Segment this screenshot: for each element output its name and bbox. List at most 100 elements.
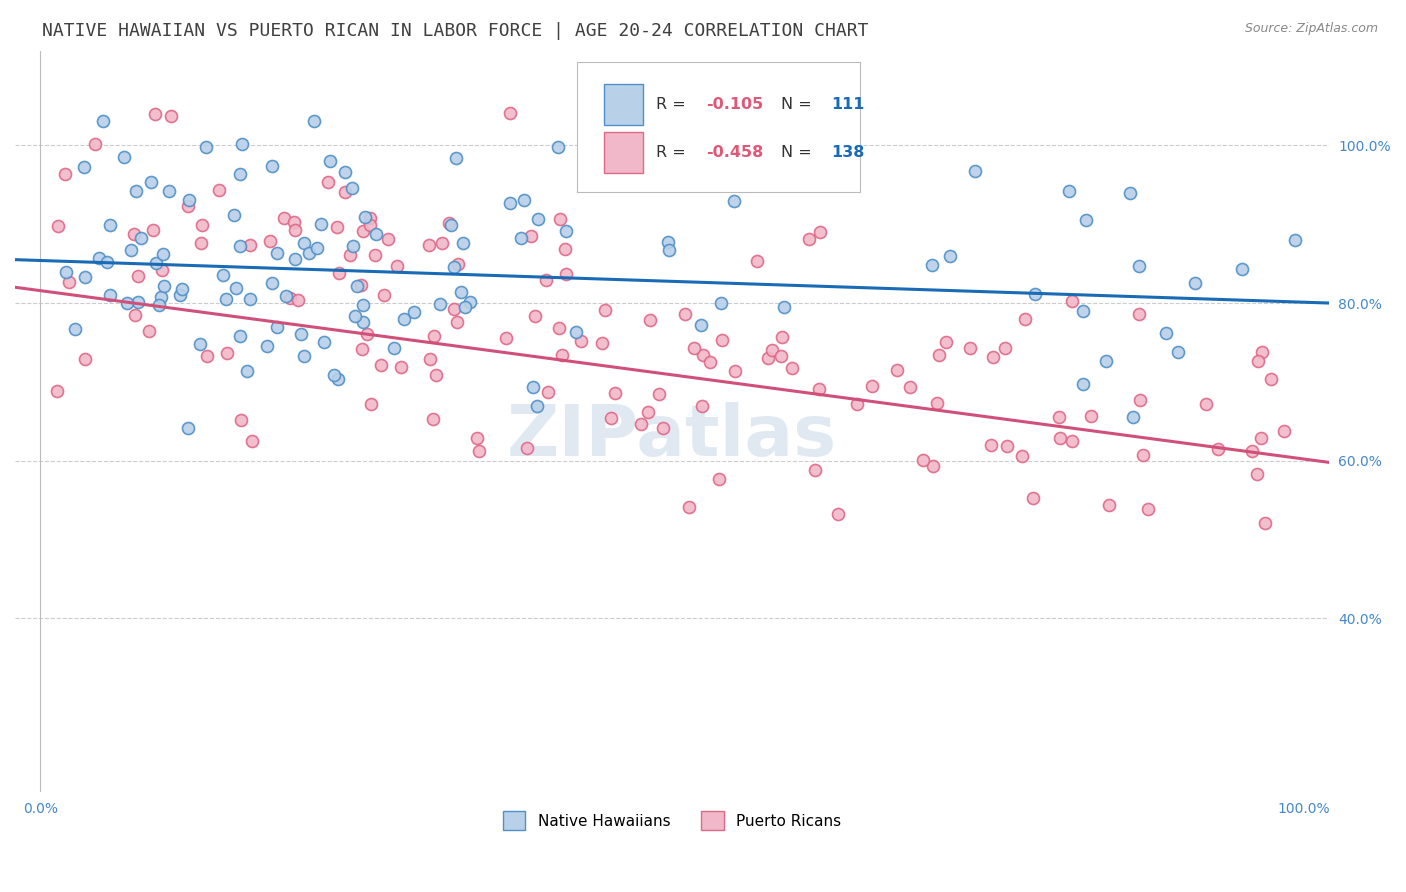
Text: NATIVE HAWAIIAN VS PUERTO RICAN IN LABOR FORCE | AGE 20-24 CORRELATION CHART: NATIVE HAWAIIAN VS PUERTO RICAN IN LABOR…	[42, 22, 869, 40]
Point	[453, 235, 475, 250]
Point	[307, 241, 329, 255]
Point	[340, 181, 363, 195]
Point	[886, 362, 908, 376]
Point	[591, 336, 613, 351]
Point	[692, 348, 714, 362]
Point	[1094, 353, 1116, 368]
Point	[419, 351, 441, 366]
Point	[63, 322, 86, 336]
Point	[928, 348, 950, 362]
Point	[761, 343, 783, 357]
Point	[191, 218, 214, 232]
Point	[84, 137, 107, 152]
Point	[382, 341, 405, 355]
Point	[1284, 234, 1306, 248]
Point	[1250, 431, 1272, 445]
Point	[236, 364, 259, 378]
Point	[343, 309, 366, 323]
Point	[148, 298, 170, 312]
Point	[150, 263, 173, 277]
Point	[658, 243, 681, 257]
Point	[190, 337, 212, 351]
Point	[239, 292, 262, 306]
Point	[127, 295, 149, 310]
Point	[333, 185, 356, 199]
Point	[195, 349, 218, 363]
Point	[1260, 372, 1282, 386]
Point	[256, 339, 278, 353]
Point	[422, 412, 444, 426]
Point	[139, 175, 162, 189]
Point	[799, 232, 821, 246]
Point	[389, 359, 412, 374]
Point	[510, 230, 533, 244]
Point	[229, 167, 252, 181]
Point	[352, 224, 374, 238]
Point	[292, 349, 315, 363]
Point	[385, 259, 408, 273]
Point	[995, 439, 1018, 453]
Point	[354, 210, 377, 224]
Point	[512, 194, 534, 208]
Point	[1071, 376, 1094, 391]
Point	[465, 431, 488, 445]
Point	[142, 223, 165, 237]
Point	[804, 463, 827, 477]
Point	[312, 335, 335, 350]
Point	[898, 380, 921, 394]
Text: 138: 138	[831, 145, 865, 161]
Point	[425, 368, 447, 382]
Point	[1047, 410, 1070, 425]
Point	[170, 282, 193, 296]
FancyBboxPatch shape	[603, 84, 643, 125]
Point	[359, 211, 381, 226]
Point	[1246, 467, 1268, 481]
Point	[290, 327, 312, 342]
Point	[1122, 410, 1144, 425]
Point	[980, 438, 1002, 452]
Point	[266, 319, 288, 334]
Point	[756, 351, 779, 365]
Point	[1076, 212, 1098, 227]
Point	[1098, 498, 1121, 512]
Point	[342, 239, 364, 253]
Point	[117, 296, 139, 310]
Point	[55, 265, 77, 279]
Point	[73, 270, 96, 285]
Point	[292, 235, 315, 250]
Point	[91, 113, 114, 128]
Point	[152, 246, 174, 260]
Point	[302, 114, 325, 128]
Point	[737, 146, 759, 161]
Point	[1167, 344, 1189, 359]
Point	[437, 216, 460, 230]
Point	[690, 399, 713, 413]
Point	[548, 212, 571, 227]
Point	[125, 184, 148, 198]
Point	[1254, 516, 1277, 530]
Point	[149, 289, 172, 303]
Point	[769, 349, 792, 363]
Point	[782, 361, 804, 376]
Point	[259, 234, 281, 248]
Point	[1241, 443, 1264, 458]
Point	[523, 309, 546, 323]
FancyBboxPatch shape	[603, 132, 643, 173]
Point	[215, 292, 238, 306]
Point	[723, 194, 745, 209]
Point	[157, 184, 180, 198]
Point	[231, 136, 253, 151]
Point	[860, 379, 883, 393]
Point	[143, 107, 166, 121]
Point	[352, 297, 374, 311]
Point	[404, 305, 426, 319]
Point	[807, 382, 830, 396]
Point	[1132, 448, 1154, 462]
Point	[284, 252, 307, 266]
Point	[423, 329, 446, 343]
Point	[229, 413, 252, 427]
Point	[240, 434, 263, 448]
Point	[1137, 502, 1160, 516]
Point	[58, 276, 80, 290]
Point	[640, 313, 662, 327]
